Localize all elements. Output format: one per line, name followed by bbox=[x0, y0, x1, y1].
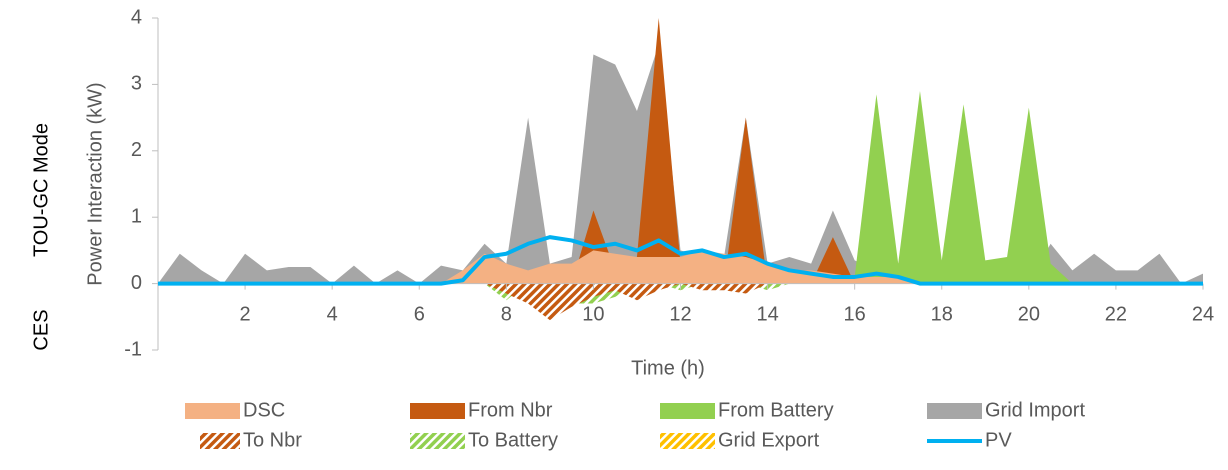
legend-swatch bbox=[410, 403, 465, 419]
legend-swatch bbox=[410, 433, 465, 449]
legend-label: DSC bbox=[243, 399, 285, 421]
legend-label: To Battery bbox=[468, 429, 558, 451]
legend-swatch bbox=[927, 403, 982, 419]
x-tick-label: 18 bbox=[931, 303, 953, 325]
x-tick-label: 20 bbox=[1018, 303, 1040, 325]
x-axis-title: Time (h) bbox=[631, 357, 705, 379]
side-label: TOU-GC Mode bbox=[30, 123, 52, 257]
x-tick-label: 16 bbox=[844, 303, 866, 325]
legend-swatch bbox=[660, 403, 715, 419]
area bbox=[158, 44, 1203, 284]
y-tick-label: 2 bbox=[131, 139, 142, 161]
y-tick-label: 1 bbox=[131, 205, 142, 227]
x-tick-label: 22 bbox=[1105, 303, 1127, 325]
x-tick-label: 6 bbox=[414, 303, 425, 325]
y-tick-label: 4 bbox=[131, 6, 142, 28]
legend-label: From Nbr bbox=[468, 399, 553, 421]
x-tick-label: 2 bbox=[240, 303, 251, 325]
side-label: CES bbox=[30, 309, 52, 350]
y-axis-title: Power Interaction (kW) bbox=[84, 82, 106, 285]
legend-label: To Nbr bbox=[243, 429, 302, 451]
legend-swatch bbox=[200, 433, 240, 449]
legend-label: PV bbox=[985, 429, 1012, 451]
area bbox=[158, 250, 1203, 284]
y-tick-label: 3 bbox=[131, 73, 142, 95]
x-tick-label: 24 bbox=[1192, 303, 1214, 325]
x-tick-label: 14 bbox=[756, 303, 778, 325]
legend-swatch bbox=[660, 433, 715, 449]
legend-label: From Battery bbox=[718, 399, 834, 421]
x-tick-label: 8 bbox=[501, 303, 512, 325]
x-tick-label: 4 bbox=[327, 303, 338, 325]
line bbox=[158, 235, 1203, 286]
legend-swatch bbox=[185, 403, 240, 419]
y-tick-label: 0 bbox=[131, 272, 142, 294]
x-tick-label: 12 bbox=[669, 303, 691, 325]
x-tick-label: 10 bbox=[582, 303, 604, 325]
legend-label: Grid Import bbox=[985, 399, 1085, 421]
legend-label: Grid Export bbox=[718, 429, 820, 451]
y-tick-label: -1 bbox=[124, 338, 142, 360]
